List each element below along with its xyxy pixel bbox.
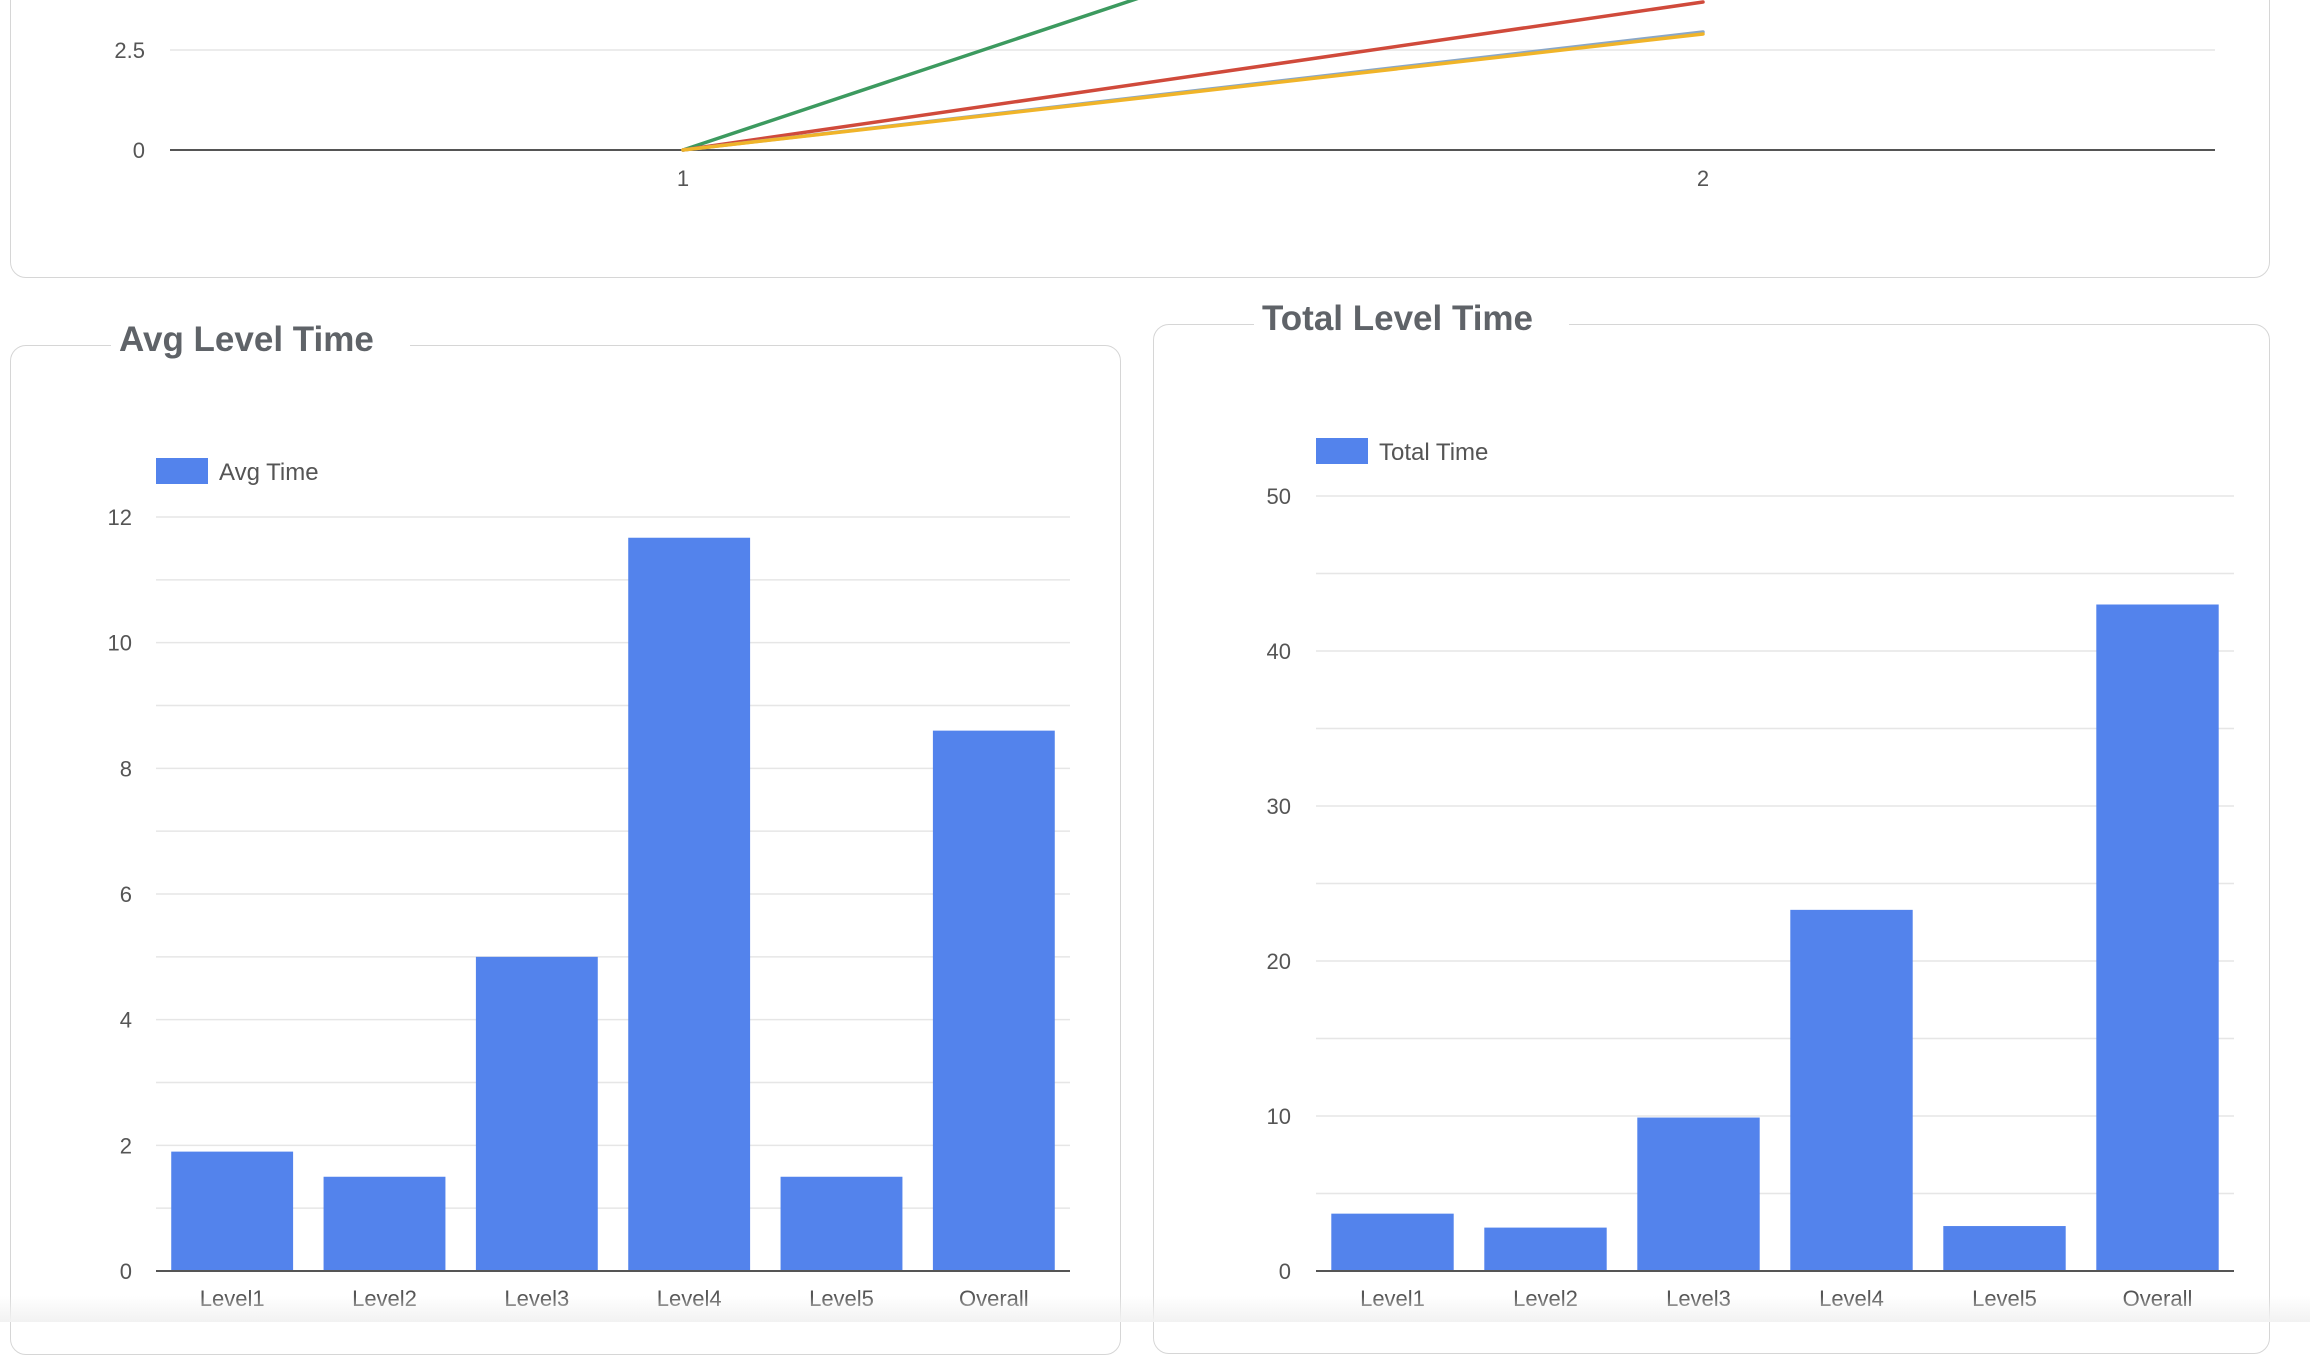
y-tick-label: 10 — [108, 631, 132, 656]
avg-level-time-title: Avg Level Time — [111, 320, 410, 360]
bar-level2 — [1484, 1227, 1607, 1271]
series-line-1 — [681, 0, 1705, 152]
bar-level4 — [628, 537, 751, 1271]
legend-label: Avg Time — [219, 459, 319, 486]
y-tick-label: 2.5 — [114, 38, 145, 63]
y-tick-label: 4 — [120, 1008, 132, 1033]
y-tick-label: 0 — [133, 138, 145, 163]
x-tick-label: 1 — [677, 166, 689, 191]
bar-overall — [2096, 604, 2219, 1271]
y-tick-label: 0 — [120, 1259, 132, 1284]
legend-swatch — [156, 458, 208, 484]
line-chart: 0 2.5 1 2 — [114, 0, 2215, 191]
bar-level1 — [1331, 1213, 1454, 1271]
bar-level5 — [1943, 1226, 2066, 1271]
legend-label: Total Time — [1379, 439, 1488, 466]
series-group — [681, 0, 1705, 152]
y-tick-label: 50 — [1267, 484, 1291, 509]
avg-level-time-chart: 024681012Level1Level2Level3Level4Level5O… — [108, 458, 1070, 1311]
bar-level1 — [171, 1151, 294, 1271]
bar-level5 — [780, 1176, 903, 1271]
bottom-fade — [0, 1296, 2310, 1322]
total-level-time-chart: 01020304050Level1Level2Level3Level4Level… — [1267, 438, 2234, 1311]
series-line-0 — [681, 0, 1139, 152]
legend-swatch — [1316, 438, 1368, 464]
bar-level3 — [475, 956, 598, 1271]
y-tick-label: 2 — [120, 1133, 132, 1158]
y-tick-label: 10 — [1267, 1104, 1291, 1129]
y-tick-label: 20 — [1267, 949, 1291, 974]
bar-level3 — [1637, 1117, 1760, 1271]
series-line-3 — [681, 32, 1705, 152]
y-tick-label: 8 — [120, 756, 132, 781]
bar-level4 — [1790, 909, 1913, 1271]
y-tick-label: 6 — [120, 882, 132, 907]
total-level-time-title: Total Level Time — [1254, 299, 1570, 339]
y-tick-label: 0 — [1279, 1259, 1291, 1284]
bar-level2 — [323, 1176, 446, 1271]
y-tick-label: 30 — [1267, 794, 1291, 819]
y-tick-label: 40 — [1267, 639, 1291, 664]
y-tick-label: 12 — [108, 505, 132, 530]
x-tick-label: 2 — [1697, 166, 1709, 191]
line-chart-card — [10, 0, 2270, 278]
bar-overall — [932, 730, 1055, 1271]
